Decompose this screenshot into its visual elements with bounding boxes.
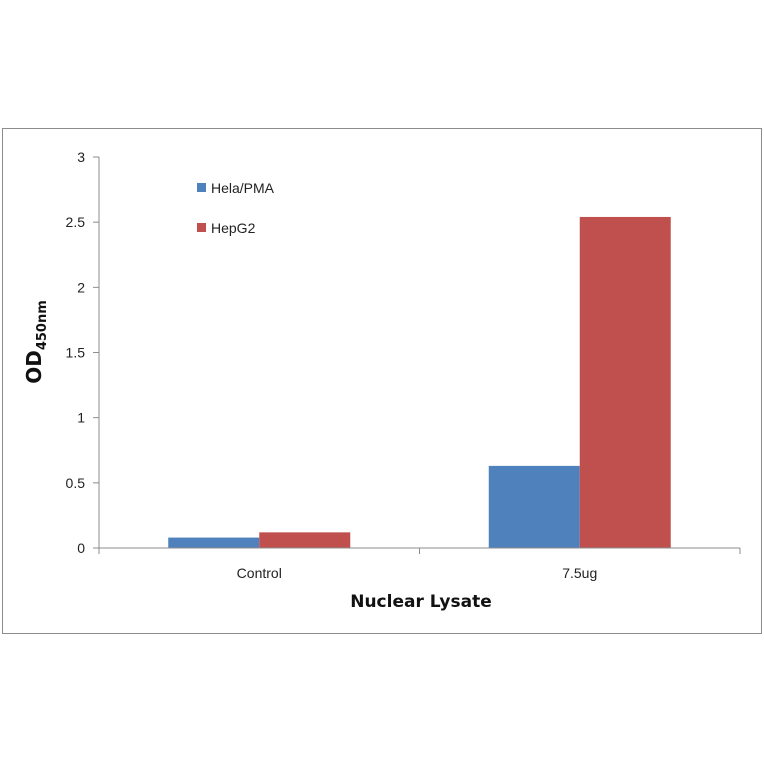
y-axis-ticks: 0 0.5 1 1.5 2 2.5 3 (66, 149, 99, 556)
bars (168, 216, 671, 548)
y-tick-label: 2 (77, 279, 85, 295)
y-axis-title: OD450nm (22, 300, 50, 384)
bar-hepg2-0 (259, 532, 351, 548)
x-tick-label: 7.5ug (562, 565, 597, 581)
x-axis-title: Nuclear Lysate (350, 592, 492, 612)
y-axis-title-main: OD (22, 350, 46, 384)
bar-hepg2-1 (579, 216, 671, 548)
y-tick-label: 0 (77, 540, 85, 556)
legend-label: Hela/PMA (211, 180, 275, 196)
y-tick-label: 0.5 (66, 475, 86, 491)
y-tick-label: 1 (77, 410, 85, 426)
legend: Hela/PMA HepG2 (197, 180, 275, 236)
x-tick-label: Control (237, 565, 282, 581)
y-tick-label: 3 (77, 149, 85, 165)
x-axis-ticks: Control 7.5ug (98, 548, 741, 581)
legend-swatch (197, 183, 206, 192)
y-axis-title-subscript: 450nm (35, 300, 50, 350)
legend-swatch (197, 223, 206, 232)
y-tick-label: 1.5 (66, 345, 86, 361)
bar-hela-pma-1 (488, 465, 580, 548)
legend-label: HepG2 (211, 220, 256, 236)
bar-hela-pma-0 (168, 537, 260, 548)
y-tick-label: 2.5 (66, 214, 86, 230)
